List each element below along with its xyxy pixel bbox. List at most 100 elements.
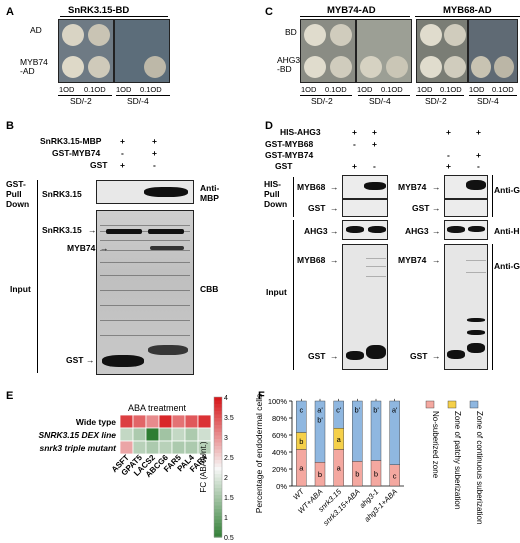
scale-step	[214, 526, 222, 531]
heatmap-cell	[145, 427, 160, 442]
legend-swatch	[469, 400, 479, 409]
panel-letter-b: B	[6, 120, 14, 132]
scale-step	[214, 453, 222, 458]
scale-step	[214, 474, 222, 479]
scale-tick: 2.5	[224, 455, 234, 462]
scale-step	[214, 407, 222, 412]
heatmap-row-label: SNRK3.15 DEX line	[39, 430, 117, 440]
scale-step	[214, 505, 222, 510]
scale-step	[214, 435, 222, 440]
scale-step	[214, 523, 222, 528]
heatmap-cell	[132, 414, 147, 429]
scale-step	[214, 477, 222, 482]
sig-letter: c	[299, 406, 303, 415]
scale-step	[214, 463, 222, 468]
sig-letter: a	[337, 464, 342, 473]
heatmap-cell	[158, 440, 173, 455]
y-tick-label: 80%	[272, 414, 287, 423]
heatmap-row-label: Wide type	[76, 417, 116, 427]
scale-step	[214, 498, 222, 503]
stacked-bar-chart: 0% 20% 40% 60% 80% 100% Percentage of endoderm…	[254, 394, 484, 528]
heatmap-cell	[197, 440, 212, 455]
scale-step	[214, 491, 222, 496]
scale-step	[214, 495, 222, 500]
heatmap-cell	[158, 414, 173, 429]
scale-step	[214, 404, 222, 409]
scale-step	[214, 425, 222, 430]
scale-step	[214, 442, 222, 447]
scale-step	[214, 519, 222, 524]
heatmap-row-label: snrk3 triple mutant	[39, 443, 117, 453]
heatmap-cell	[184, 440, 199, 455]
legend-swatch	[425, 400, 435, 409]
scale-step	[214, 397, 222, 402]
legend-label: Zone of patchy suberization	[453, 411, 462, 509]
heatmap-cell	[197, 414, 212, 429]
sig-letter: b'	[373, 406, 379, 415]
scale-step	[214, 421, 222, 426]
scale-step	[214, 432, 222, 437]
legend-swatch	[447, 400, 457, 409]
sig-letter: c'	[336, 406, 342, 415]
scale-step	[214, 414, 222, 419]
scale-step	[214, 439, 222, 444]
scale-step	[214, 428, 222, 433]
sig-letter: a'	[392, 406, 398, 415]
panel-a-header: SnRK3.15-BD	[68, 5, 130, 16]
heatmap-cell	[132, 440, 147, 455]
sig-letter: b	[318, 470, 322, 479]
heatmap-title: ABA treatment	[128, 403, 187, 413]
heatmap-cell	[132, 427, 147, 442]
sig-letter: a	[337, 435, 342, 444]
sig-letter: b'	[355, 406, 361, 415]
heatmap-cell	[197, 427, 212, 442]
scale-tick: 0.5	[224, 535, 234, 542]
heatmap-cell	[184, 427, 199, 442]
scale-step	[214, 446, 222, 451]
heatmap-cell	[171, 427, 186, 442]
scale-step	[214, 502, 222, 507]
scale-step	[214, 467, 222, 472]
sig-letter: a	[299, 464, 304, 473]
scale-step	[214, 533, 222, 538]
panel-letter-d: D	[265, 120, 273, 132]
scale-step	[214, 516, 222, 521]
scale-tick: 1.5	[224, 495, 234, 502]
heatmap-cell	[184, 414, 199, 429]
y-tick-label: 100%	[268, 397, 288, 406]
scale-tick: 1	[224, 515, 228, 522]
scale-tick: 2	[224, 475, 228, 482]
sig-letter: b'	[317, 416, 323, 425]
scale-step	[214, 400, 222, 405]
legend-label: Zone of continuous suberization	[475, 411, 484, 524]
heatmap-cell	[119, 440, 134, 455]
scale-step	[214, 460, 222, 465]
scale-step	[214, 449, 222, 454]
panel-letter-e: E	[6, 390, 14, 402]
sig-letter: b	[299, 437, 303, 446]
scale-step	[214, 509, 222, 514]
y-tick-label: 0%	[276, 482, 287, 491]
heatmap-cell	[171, 440, 186, 455]
heatmap-cell	[119, 427, 134, 442]
color-scale	[213, 396, 223, 538]
scale-step	[214, 456, 222, 461]
scale-step	[214, 411, 222, 416]
scale-label: FC (ABA/Unt.)	[199, 441, 208, 492]
sig-letter: a'	[317, 406, 323, 415]
scale-step	[214, 470, 222, 475]
scale-step	[214, 481, 222, 486]
panel-letter-f: F	[258, 390, 265, 402]
heatmap-cell	[119, 414, 134, 429]
scale-step	[214, 530, 222, 535]
heatmap-cell	[171, 414, 186, 429]
heatmap-cell	[158, 427, 173, 442]
heatmap-cell	[145, 440, 160, 455]
scale-tick: 4	[224, 395, 228, 402]
scale-step	[214, 512, 222, 517]
scale-tick: 3.5	[224, 415, 234, 422]
sig-letter: b	[355, 470, 359, 479]
sig-letter: b	[374, 469, 378, 478]
y-tick-label: 60%	[272, 431, 287, 440]
panel-letter-c: C	[265, 6, 273, 18]
